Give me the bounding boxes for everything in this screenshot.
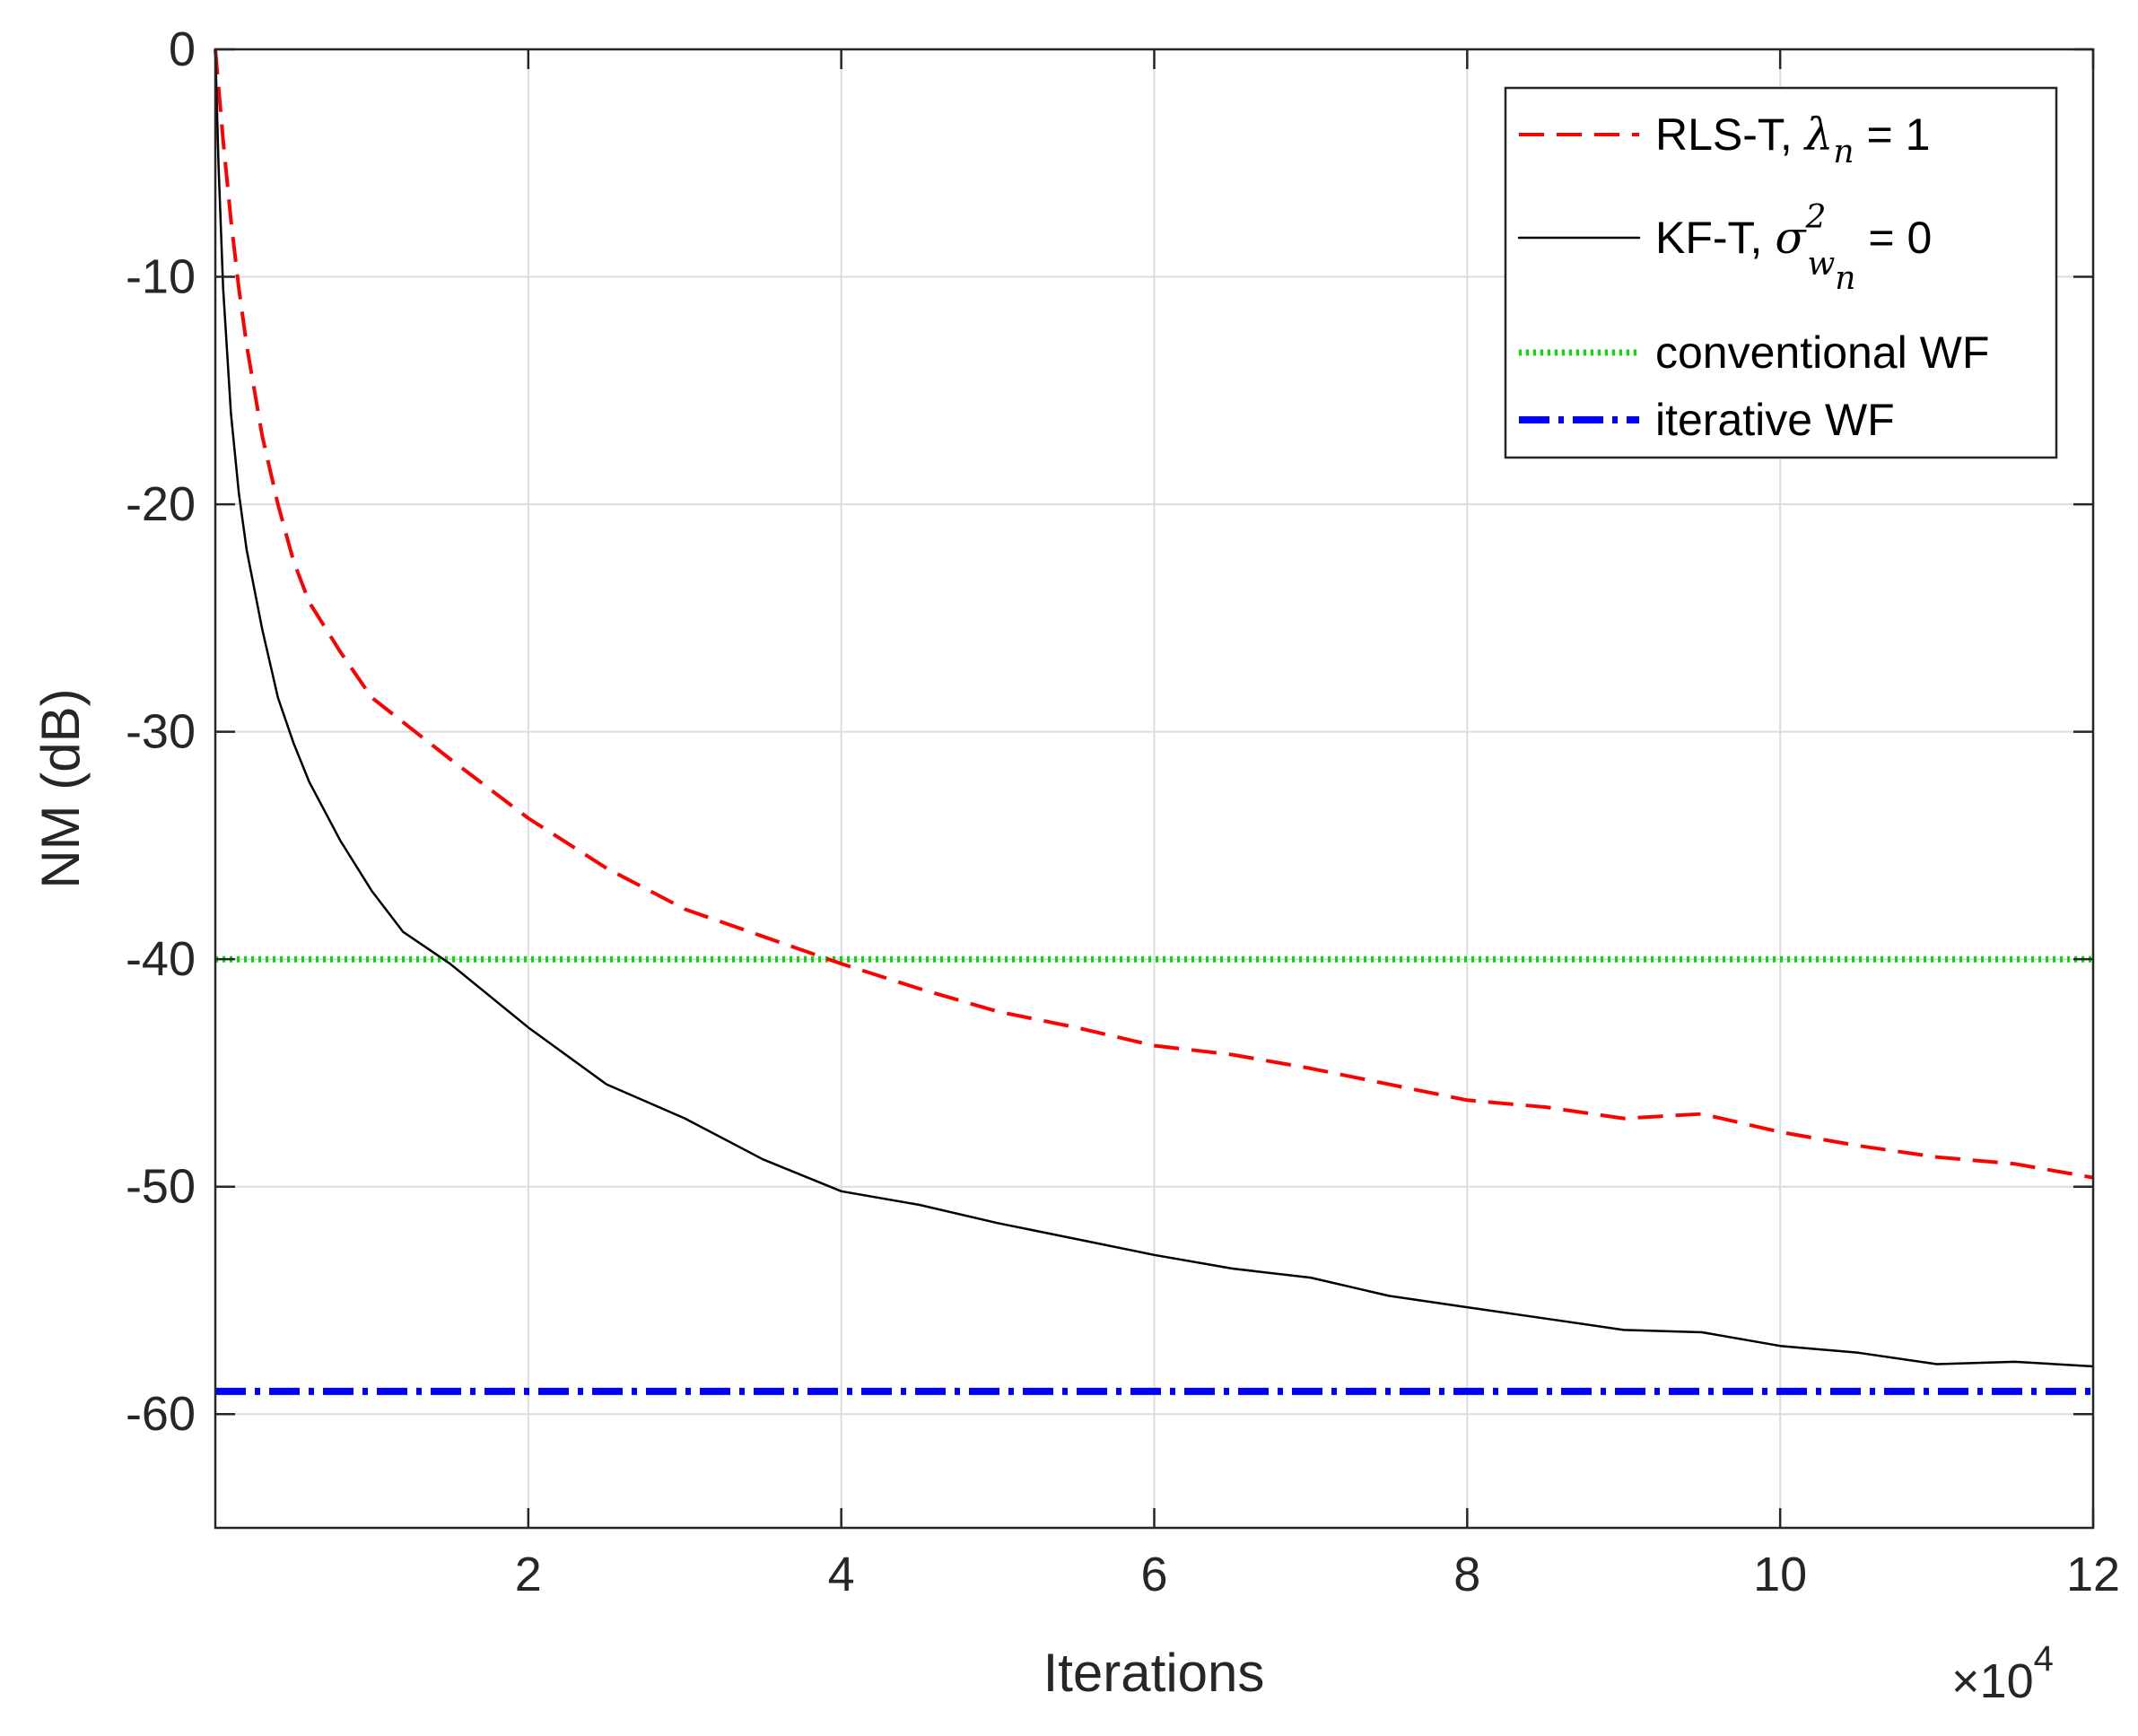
- legend-subscript-2: n: [1835, 260, 1855, 297]
- series-layer: [214, 48, 2095, 1395]
- legend-symbol: λ: [1803, 109, 1834, 161]
- ticks: [215, 48, 2095, 1528]
- x-tick-label: 10: [1753, 1548, 1807, 1601]
- tick-labels: 2 4 6 8 10 12 0 -10 -20 -30 -40 -50 -60: [126, 22, 2120, 1601]
- legend-subscript: n: [1833, 134, 1854, 170]
- y-tick-label: -40: [126, 932, 196, 986]
- legend: RLS-T, λn = 1KF-T, σ2 wn = 0conventional …: [1504, 86, 2058, 459]
- legend-label: KF-T, σ2 wn = 0: [1655, 199, 1932, 297]
- legend-label: conventional WF: [1655, 327, 1989, 378]
- legend-label-text: RLS-T,: [1655, 109, 1805, 160]
- legend-superscript: 2: [1804, 199, 1826, 236]
- x-tick-label: 12: [2066, 1548, 2120, 1601]
- x-tick-label: 2: [515, 1548, 542, 1601]
- series-line-rls-t-n-1: [214, 48, 2094, 1180]
- y-tick-label: -20: [126, 477, 196, 531]
- x-multiplier-base: ×10: [1951, 1654, 2034, 1708]
- x-axis-label: Iterations: [1043, 1643, 1265, 1703]
- y-tick-label: -10: [126, 250, 196, 304]
- x-tick-label: 8: [1453, 1548, 1480, 1601]
- legend-suffix: = 0: [1855, 213, 1932, 263]
- legend-box: [1504, 86, 2058, 459]
- x-tick-label: 6: [1140, 1548, 1167, 1601]
- y-tick-label: -60: [126, 1387, 196, 1441]
- legend-label-text: iterative WF: [1655, 395, 1895, 445]
- legend-label: RLS-T, λn = 1: [1655, 109, 1930, 170]
- x-tick-label: 4: [828, 1548, 855, 1601]
- y-tick-label: 0: [169, 22, 196, 76]
- x-multiplier-exponent: 4: [2034, 1639, 2054, 1679]
- legend-subscript: w: [1807, 246, 1835, 283]
- legend-label-text: KF-T,: [1655, 213, 1775, 263]
- legend-label-text: conventional WF: [1655, 327, 1989, 378]
- legend-symbol: σ: [1775, 212, 1807, 264]
- legend-label: iterative WF: [1655, 395, 1895, 445]
- x-multiplier: ×104: [1951, 1639, 2054, 1708]
- y-tick-label: -30: [126, 705, 196, 759]
- series-line-kf-t-wn-0: [214, 48, 2095, 1368]
- y-tick-label: -50: [126, 1160, 196, 1214]
- y-axis-label: NM (dB): [31, 688, 91, 888]
- legend-suffix: = 1: [1854, 109, 1931, 160]
